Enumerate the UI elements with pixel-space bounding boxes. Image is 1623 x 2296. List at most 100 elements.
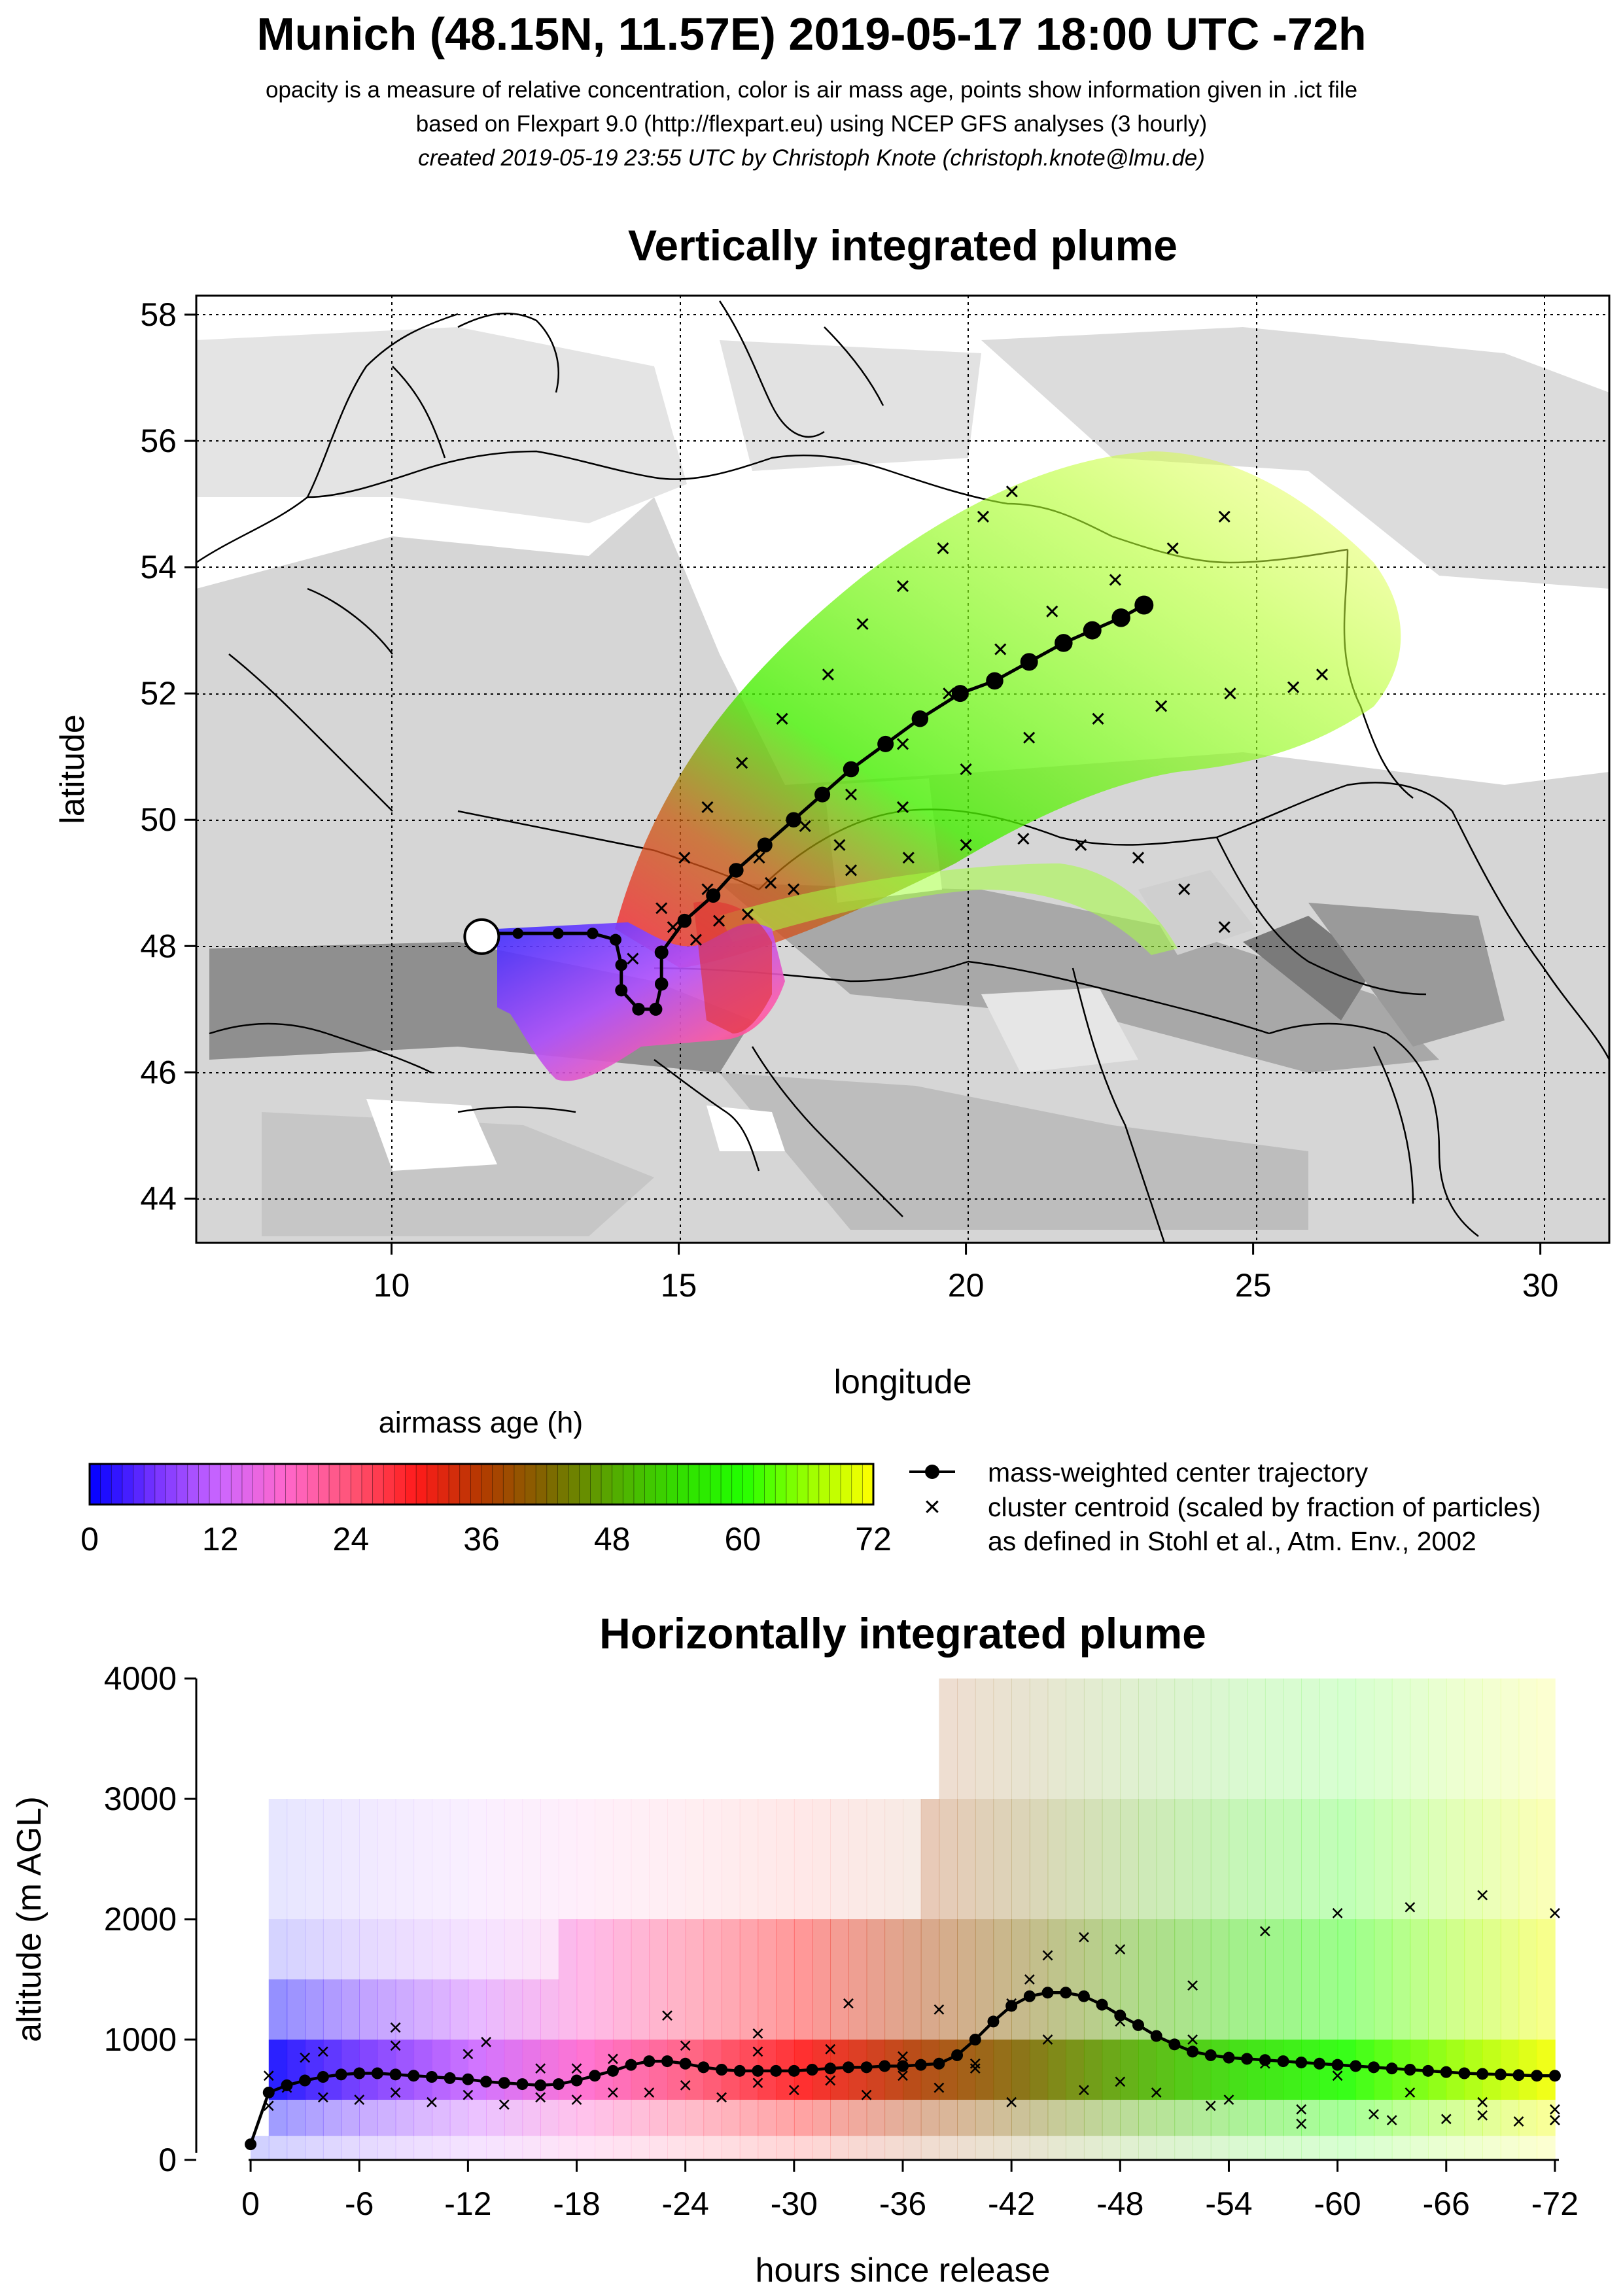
age-band-cell <box>576 2040 596 2100</box>
map-centroid-marker <box>1155 700 1168 712</box>
altitude-centroid-marker <box>1477 2096 1488 2108</box>
age-band-cell <box>993 2136 1012 2160</box>
altitude-trajectory-point <box>1114 2009 1126 2022</box>
altitude-trajectory-point <box>1277 2055 1289 2068</box>
altitude-trajectory-point <box>570 2074 583 2087</box>
altitude-centroid-marker <box>1042 2034 1053 2045</box>
age-band-cell <box>1319 2100 1338 2136</box>
altitude-trajectory-point <box>1422 2064 1435 2077</box>
altitude-trajectory-point <box>1368 2061 1380 2074</box>
subtitle-opacity-note: opacity is a measure of relative concent… <box>265 77 1358 103</box>
altitude-trajectory-point <box>589 2070 601 2082</box>
altitude-trajectory-point <box>770 2064 782 2077</box>
altitude-trajectory-point <box>389 2068 402 2081</box>
age-band-cell <box>268 1919 288 1979</box>
age-band-cell <box>432 1799 451 1919</box>
age-band-cell <box>1446 2136 1465 2160</box>
map-centroid-marker <box>1046 605 1058 617</box>
altitude-centroid-marker <box>1550 2115 1560 2126</box>
map-centroid-marker <box>845 864 858 877</box>
colorbar-cell <box>307 1464 319 1505</box>
age-band-cell <box>776 1799 795 1919</box>
map-centroid-marker <box>1075 839 1087 851</box>
age-band-cell <box>1174 1979 1193 2040</box>
age-band-cell <box>522 2100 541 2136</box>
colorbar-cell <box>264 1464 275 1505</box>
altitude-centroid-marker <box>535 2092 546 2103</box>
age-band-cell <box>1537 2040 1556 2100</box>
age-band-cell <box>1011 1679 1030 1799</box>
map-centroid-marker <box>753 852 765 864</box>
map-trajectory-point <box>654 945 669 960</box>
altitude-y-tick-label: 1000 <box>104 2021 177 2058</box>
colorbar-cell <box>666 1464 678 1505</box>
altitude-trajectory-point <box>1476 2068 1489 2080</box>
age-band-cell <box>1247 1799 1266 1919</box>
age-band-cell <box>957 1679 976 1799</box>
age-band-cell <box>486 1919 505 1979</box>
map-centroid-marker <box>764 877 777 889</box>
altitude-centroid-marker <box>1006 2096 1017 2108</box>
age-band-cell <box>305 1799 324 1919</box>
age-band-cell <box>1210 1979 1230 2040</box>
map-y-tick-label: 46 <box>140 1054 177 1090</box>
altitude-centroid-marker <box>898 2070 908 2081</box>
age-band-cell <box>540 2136 559 2160</box>
age-band-cell <box>794 1919 813 1979</box>
map-trajectory-point <box>729 863 744 878</box>
altitude-trajectory-point <box>733 2064 746 2077</box>
colorbar-cell <box>459 1464 471 1505</box>
altitude-centroid-marker <box>571 2095 582 2105</box>
age-band-cell <box>395 1799 415 1919</box>
altitude-centroid-marker <box>1550 1907 1560 1919</box>
altitude-centroid-marker <box>317 2092 328 2103</box>
age-band-cell <box>359 1979 378 2040</box>
age-band-cell <box>323 1979 342 2040</box>
age-band-cell <box>468 1919 487 1979</box>
altitude-centroid-marker <box>1405 1902 1416 1913</box>
age-band-cell <box>1011 2040 1030 2100</box>
age-band-cell <box>939 1979 958 2040</box>
age-band-cell <box>1247 2040 1266 2100</box>
age-band-cell <box>323 1799 342 1919</box>
map-trajectory-point <box>677 913 692 928</box>
age-band-cell <box>540 1919 559 1979</box>
age-band-cell <box>758 2100 777 2136</box>
age-band-cell <box>685 1919 705 1979</box>
map-centroid-marker <box>1005 485 1018 498</box>
altitude-centroid-marker <box>1332 1907 1343 1919</box>
age-band-cell <box>1210 1919 1230 1979</box>
age-band-cell <box>903 1799 922 1919</box>
age-band-cell <box>1156 1979 1176 2040</box>
age-band-cell <box>957 1979 976 2040</box>
map-centroid-marker <box>896 738 909 750</box>
age-band-cell <box>1120 2100 1139 2136</box>
age-band-cell <box>287 2136 305 2160</box>
map-centroid-marker <box>689 933 702 946</box>
age-band-cell <box>631 1799 650 1919</box>
age-band-cell <box>1120 2136 1139 2160</box>
colorbar-cell <box>340 1464 351 1505</box>
altitude-trajectory-point <box>462 2073 474 2085</box>
altitude-y-tick-label: 4000 <box>104 1660 177 1697</box>
altitude-centroid-marker <box>969 2058 981 2069</box>
altitude-trajectory-point <box>353 2067 366 2079</box>
map-x-axis: 10 15 20 25 30 <box>374 1243 1558 1304</box>
age-band-cell <box>305 1919 324 1979</box>
colorbar-ticks: 0 12 24 36 48 60 72 <box>80 1521 892 1557</box>
age-band-cell <box>1138 1679 1157 1799</box>
map-trajectory-point <box>877 735 894 752</box>
age-band-cell <box>1428 2136 1447 2160</box>
age-band-cell <box>1138 2136 1157 2160</box>
altitude-trajectory-point <box>1241 2053 1253 2065</box>
map-trajectory-point <box>911 710 929 727</box>
age-band-cell <box>1410 2136 1429 2160</box>
legend-item-trajectory: mass-weighted center trajectory <box>988 1457 1369 1487</box>
age-band-cell <box>1174 1799 1193 1919</box>
age-band-cell <box>1138 1919 1157 1979</box>
age-band-cell <box>1229 2136 1248 2160</box>
altitude-trajectory-point <box>824 2062 837 2075</box>
age-band-cell <box>1374 2136 1393 2160</box>
colorbar-cell <box>742 1464 754 1505</box>
altitude-x-tick-label: -30 <box>771 2185 818 2222</box>
